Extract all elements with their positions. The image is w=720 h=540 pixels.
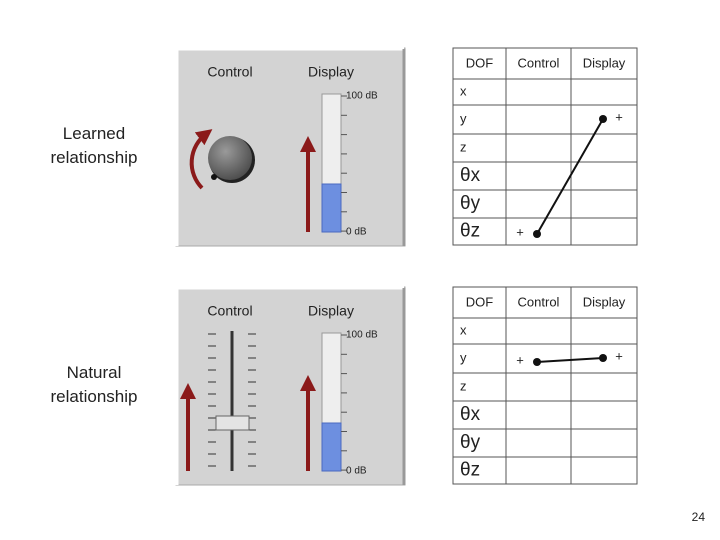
- row-group: Learned relationship Control Display 100 dB 0…: [51, 47, 638, 247]
- rotate-arrow: [189, 129, 213, 190]
- max-label: 100 dB: [346, 91, 378, 102]
- dof-label: y: [460, 350, 467, 365]
- table-header: Control: [518, 294, 560, 309]
- dof-label: θx: [460, 404, 481, 425]
- dof-label: z: [460, 378, 467, 393]
- max-label: 100 dB: [346, 330, 378, 341]
- label-line: relationship: [51, 148, 138, 167]
- dof-label: y: [460, 111, 467, 126]
- panel: [175, 286, 406, 486]
- link-end: [533, 230, 541, 238]
- display-marker: +: [615, 109, 623, 124]
- dof-label: θz: [460, 460, 480, 481]
- table-header: Display: [583, 55, 626, 70]
- min-label: 0 dB: [346, 466, 367, 477]
- control-heading: Control: [207, 303, 252, 319]
- min-label: 0 dB: [346, 227, 367, 238]
- page-number: 24: [692, 510, 706, 524]
- link-line: [536, 357, 604, 363]
- dof-label: θx: [460, 165, 481, 186]
- dof-label: θy: [460, 193, 481, 214]
- link-line: [536, 118, 604, 235]
- panel-bevel: [175, 286, 404, 485]
- display-heading: Display: [308, 303, 354, 319]
- display-heading: Display: [308, 64, 354, 80]
- relationship-label: Learned relationship: [51, 124, 138, 167]
- meter-fill: [321, 183, 342, 233]
- table-header: Control: [518, 55, 560, 70]
- table-header: Display: [583, 294, 626, 309]
- label-line: relationship: [51, 387, 138, 406]
- meter-fill: [321, 422, 342, 472]
- control-heading: Control: [207, 64, 252, 80]
- link-end: [599, 354, 607, 362]
- dof-label: z: [460, 139, 467, 154]
- slider-handle: [215, 415, 250, 431]
- row-group: Natural relationship Control Display 100 dB 0…: [51, 286, 638, 486]
- dof-label: x: [460, 83, 467, 98]
- knob: [208, 136, 252, 180]
- table: [452, 286, 638, 485]
- relationship-label: Natural relationship: [51, 363, 138, 406]
- table-header: DOF: [466, 294, 494, 309]
- table-header: DOF: [466, 55, 494, 70]
- control-marker: +: [516, 224, 524, 239]
- dof-label: x: [460, 322, 467, 337]
- table: [452, 47, 638, 246]
- link-end: [533, 358, 541, 366]
- control-marker: +: [516, 352, 524, 367]
- display-marker: +: [615, 348, 623, 363]
- label-line: Natural: [67, 363, 122, 382]
- link-end: [599, 115, 607, 123]
- panel-bevel: [175, 47, 404, 246]
- dof-label: θy: [460, 432, 481, 453]
- dof-label: θz: [460, 221, 480, 242]
- label-line: Learned: [63, 124, 125, 143]
- knob-dot: [211, 174, 217, 180]
